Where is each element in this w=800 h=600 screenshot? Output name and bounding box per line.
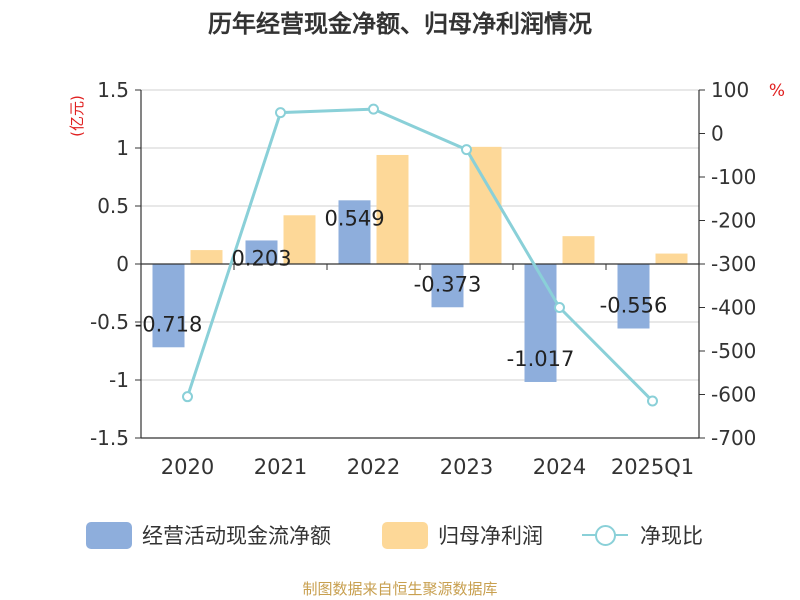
data-label-cashflow: -0.718 [135, 312, 203, 336]
data-label-cashflow: -0.556 [600, 293, 668, 317]
legend-swatch-cash-ratio [582, 522, 628, 549]
right-axis-label: % [769, 81, 785, 101]
ratio-line-path [186, 107, 654, 403]
right-tick-label: 0 [711, 122, 724, 146]
left-tick-label: 1 [116, 136, 129, 160]
right-tick-label: -500 [711, 339, 756, 363]
bars [152, 146, 688, 382]
category-label: 2021 [254, 455, 307, 479]
data-labels: -0.718 0.203 0.549 -0.373 -1.017 -0.556 [135, 206, 668, 371]
legend-item-cash-ratio[interactable]: 净现比 [582, 513, 703, 557]
legend-label-cashflow: 经营活动现金流净额 [142, 524, 331, 548]
legend-item-net-profit[interactable]: 归母净利润 [382, 513, 543, 557]
right-tick-label: -700 [711, 426, 756, 450]
left-tick-label: -0.5 [90, 310, 129, 334]
bar-net-profit [283, 215, 316, 264]
left-tick-label: -1 [109, 368, 129, 392]
right-tick-label: -100 [711, 165, 756, 189]
source-note: 制图数据来自恒生聚源数据库 [302, 580, 498, 598]
right-tick-label: 100 [711, 78, 749, 102]
legend: 经营活动现金流净额 归母净利润 净现比 [0, 513, 800, 557]
legend-label-net-profit: 归母净利润 [438, 524, 543, 548]
right-tick-label: -300 [711, 252, 756, 276]
bar-net-profit [655, 253, 688, 264]
legend-label-cash-ratio: 净现比 [640, 524, 703, 548]
category-label: 2025Q1 [611, 455, 694, 479]
ratio-point [461, 144, 472, 156]
data-label-cashflow: -1.017 [507, 347, 575, 371]
right-tick-label: -600 [711, 383, 756, 407]
category-label: 2022 [347, 455, 400, 479]
bar-net-profit [562, 236, 595, 264]
bar-cashflow [152, 264, 185, 348]
data-label-cashflow: 0.549 [324, 206, 384, 230]
ratio-point [554, 302, 565, 313]
left-tick-label: 0.5 [97, 194, 129, 218]
ratio-point [182, 391, 193, 403]
data-label-cashflow: -0.373 [414, 272, 482, 296]
legend-item-cashflow[interactable]: 经营活动现金流净额 [86, 513, 331, 557]
category-label: 2020 [161, 455, 214, 479]
left-tick-label: 1.5 [97, 78, 129, 102]
bar-cashflow [431, 264, 464, 308]
ratio-point [647, 395, 658, 407]
category-label: 2023 [440, 455, 493, 479]
ratio-line [182, 103, 658, 407]
chart-title: 历年经营现金净额、归母净利润情况 [208, 10, 592, 38]
ratio-point [275, 107, 286, 119]
ratio-point [368, 103, 379, 115]
bar-net-profit [190, 250, 223, 264]
category-label: 2024 [533, 455, 586, 479]
left-tick-label: 0 [116, 252, 129, 276]
left-tick-label: -1.5 [90, 426, 129, 450]
bar-cashflow [524, 264, 557, 382]
axes: 1.5 1 0.5 0 -0.5 -1 -1.5 100 0 -100 -200 -300 -400 -5… [90, 78, 756, 479]
bar-net-profit [376, 154, 409, 264]
bar-cashflow [617, 264, 650, 329]
bar-cashflow [338, 200, 371, 264]
data-label-cashflow: 0.203 [231, 246, 291, 270]
legend-swatch-cashflow [86, 521, 132, 549]
legend-swatch-net-profit [382, 521, 428, 549]
right-tick-label: -200 [711, 209, 756, 233]
bar-cashflow [245, 240, 278, 264]
right-tick-label: -400 [711, 296, 756, 320]
left-axis-label: (亿元) [68, 95, 86, 137]
